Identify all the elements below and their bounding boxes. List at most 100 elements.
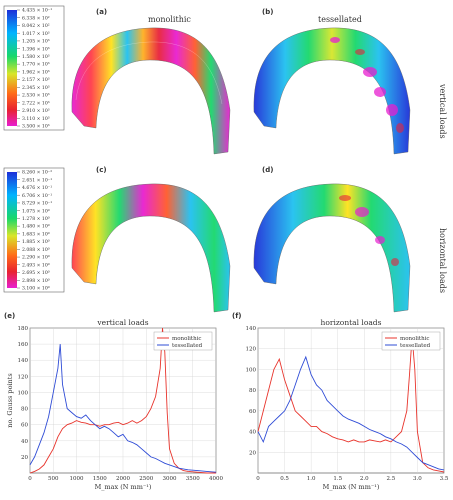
- chart-e-ytick-label: 160: [18, 342, 29, 348]
- colorbar-mid-tick-label: 1.683 × 10⁰: [22, 231, 50, 237]
- chart-f-xtick-label: 1.0: [307, 476, 316, 482]
- chart-e-xtick-label: 3000: [163, 476, 177, 482]
- chart-vertical-loads: (e) 0 500 1000 1500 2000 2500 3000 3500 4000 20 40…: [4, 312, 223, 491]
- colorbar-mid-tick-label: 2.695 × 10⁰: [22, 270, 50, 276]
- colorbar-top-tick-label: 6.338 × 10²: [22, 15, 50, 21]
- panel-a-monolithic-vertical: (a) monolithic: [71, 8, 231, 155]
- colorbar-top-tick-label: 4.435 × 10⁻¹: [22, 8, 52, 14]
- colorbar-mid-tick-label: 6.706 × 10⁻¹: [22, 193, 52, 199]
- colorbar-top-tick-label: 8.042 × 10²: [22, 23, 50, 29]
- colorbar-mid-tick-label: 2.898 × 10⁰: [22, 278, 50, 284]
- arch-c: [71, 183, 231, 313]
- colorbar-top-tick-label: 3.500 × 10³: [22, 124, 50, 130]
- colorbar-top-tick-label: 1.396 × 10³: [22, 46, 50, 52]
- colorbar-top-tick-label: 2.157 × 10³: [22, 77, 50, 83]
- chart-f-ytick-label: 80: [249, 388, 256, 394]
- chart-e-series-monolithic: [29, 327, 216, 474]
- chart-e-xtick-label: 0: [28, 476, 32, 482]
- row-label-horizontal-loads: horizontal loads: [438, 228, 447, 293]
- panel-d-tag: (d): [262, 166, 273, 174]
- chart-e-xtick-label: 4000: [209, 476, 223, 482]
- chart-e-xtick-label: 1000: [70, 476, 84, 482]
- chart-e-ytick-label: 100: [18, 390, 29, 396]
- colorbar-top-tick-label: 1.580 × 10³: [22, 54, 50, 60]
- chart-f-ytick-label: 140: [246, 326, 257, 332]
- colorbar-top-tick-label: 2.910 × 10³: [22, 108, 50, 114]
- colorbar-top-tick-label: 1.770 × 10³: [22, 62, 50, 68]
- chart-f-ytick-label: 20: [249, 450, 256, 456]
- chart-e-ylabel: no. Gauss points: [6, 373, 14, 427]
- chart-e-title: vertical loads: [96, 318, 148, 327]
- colorbar-mid-tick-label: 1.075 × 10⁰: [22, 208, 50, 214]
- colorbar-mid-tick-label: 8.729 × 10⁻¹: [22, 201, 52, 207]
- chart-f-xtick-label: 3.0: [413, 476, 422, 482]
- chart-e-xtick-label: 3500: [186, 476, 200, 482]
- chart-e-ytick-label: 60: [21, 423, 28, 429]
- chart-e-ytick-label: 180: [18, 326, 29, 332]
- colorbar-mid-tick-label: 4.676 × 10⁻¹: [22, 185, 52, 191]
- colorbar-mid-tick-label: 1.885 × 10⁰: [22, 239, 50, 245]
- colorbar-mid-tick-label: 2.088 × 10⁰: [22, 247, 50, 253]
- arch-b: [253, 27, 411, 155]
- chart-e-legend-label: monolithic: [172, 336, 202, 342]
- panel-c-tag: (c): [96, 166, 107, 174]
- colorbar-mid-tick-label: 1.480 × 10⁰: [22, 224, 50, 230]
- chart-f-ytick-label: 40: [249, 430, 256, 436]
- colorbar-top-tick-label: 1.962 × 10³: [22, 69, 50, 75]
- colorbar-top: 4.435 × 10⁻¹6.338 × 10² 8.042 × 10² 1.017 …: [3, 5, 65, 131]
- colorbar-mid-tick-label: 3.100 × 10⁰: [22, 286, 50, 292]
- chart-f-xtick-label: 2.0: [360, 476, 369, 482]
- chart-f-ytick-label: 120: [246, 347, 257, 353]
- chart-f-series-tessellated: [257, 355, 445, 471]
- colorbar-mid-tick-label: 2.290 × 10⁰: [22, 255, 50, 261]
- chart-f-xtick-label: 2.5: [386, 476, 395, 482]
- chart-horizontal-loads: (f) 0 0.5 1.0 1.5 2.0 2.5 3.0 3.5 20 40 60 80 100 120…: [232, 312, 449, 491]
- colorbar-top-tick-label: 2.345 × 10³: [22, 85, 50, 91]
- colorbar-middle: 8.260 × 10⁻²2.651 × 10⁻¹ 4.676 × 10⁻¹ 6.70…: [3, 167, 65, 293]
- panel-b-tag: (b): [262, 8, 273, 16]
- chart-f-title: horizontal loads: [321, 318, 382, 327]
- colorbar-mid-tick-label: 1.278 × 10⁰: [22, 216, 50, 222]
- arch-d: [253, 183, 411, 313]
- row-label-vertical-loads: vertical loads: [438, 83, 447, 139]
- chart-f-xtick-label: 3.5: [440, 476, 449, 482]
- panel-a-tag: (a): [96, 8, 107, 16]
- chart-f-xtick-label: 0.5: [280, 476, 289, 482]
- colorbar-top-tick-label: 2.722 × 10³: [22, 100, 50, 106]
- chart-e-legend-label: tessellated: [172, 343, 203, 349]
- chart-f-ytick-label: 60: [249, 409, 256, 415]
- chart-e-xtick-label: 2500: [139, 476, 153, 482]
- panel-f-tag: (f): [232, 312, 241, 320]
- chart-e-xlabel: M_max (N mm⁻¹): [95, 483, 152, 491]
- colorbar-mid-tick-label: 2.651 × 10⁻¹: [22, 177, 52, 183]
- panel-e-tag: (e): [4, 312, 15, 320]
- panel-d-tessellated-horizontal: (d): [253, 166, 411, 313]
- chart-f-xtick-label: 1.5: [333, 476, 342, 482]
- chart-f-ytick-label: 100: [246, 367, 257, 373]
- colorbar-top-tick-label: 2.530 × 10³: [22, 93, 50, 99]
- chart-f-legend-label: monolithic: [400, 336, 430, 342]
- chart-e-ytick-label: 20: [21, 455, 28, 461]
- chart-e-xtick-label: 2000: [116, 476, 130, 482]
- colorbar-top-tick-label: 1.017 × 10³: [22, 31, 50, 37]
- colorbar-top-tick-label: 1.205 × 10³: [22, 39, 50, 45]
- chart-f-legend-label: tessellated: [400, 343, 431, 349]
- arch-a: [71, 27, 231, 155]
- colorbar-top-tick-label: 3.110 × 10³: [22, 116, 50, 122]
- panel-b-title: tessellated: [318, 15, 362, 24]
- panel-a-title: monolithic: [148, 15, 191, 24]
- chart-e-ytick-label: 40: [21, 439, 28, 445]
- chart-e-ytick-label: 120: [18, 374, 29, 380]
- chart-f-xlabel: M_max (N mm⁻¹): [323, 483, 380, 491]
- chart-e-xtick-label: 500: [48, 476, 59, 482]
- colorbar-mid-tick-label: 8.260 × 10⁻²: [22, 170, 52, 176]
- colorbar-mid-tick-label: 2.493 × 10⁰: [22, 262, 50, 268]
- chart-e-xtick-label: 1500: [93, 476, 107, 482]
- chart-f-xtick-label: 0: [256, 476, 260, 482]
- panel-c-monolithic-horizontal: (c): [71, 166, 231, 313]
- chart-e-ytick-label: 140: [18, 358, 29, 364]
- chart-e-ytick-label: 80: [21, 407, 28, 413]
- chart-e-series-tessellated: [29, 344, 217, 473]
- panel-b-tessellated-vertical: (b) tessellated: [253, 8, 411, 155]
